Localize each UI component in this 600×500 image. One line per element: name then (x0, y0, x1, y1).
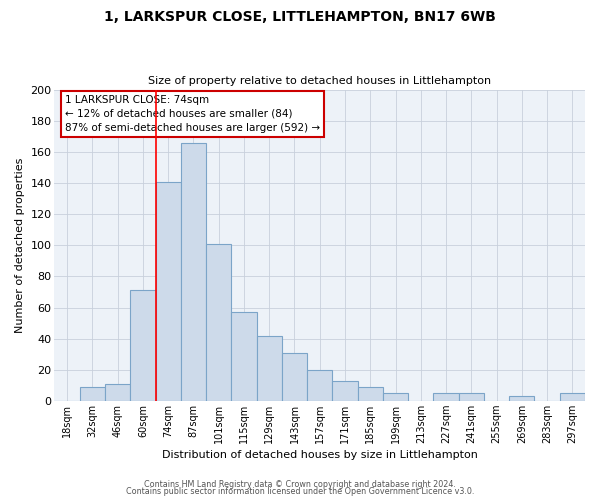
Bar (509, 396, 535, 401)
Bar (232, 312, 257, 401)
Bar (130, 290, 155, 401)
Bar (433, 393, 458, 401)
Bar (257, 336, 282, 401)
Bar (458, 393, 484, 401)
Bar (383, 393, 408, 401)
Text: Contains HM Land Registry data © Crown copyright and database right 2024.: Contains HM Land Registry data © Crown c… (144, 480, 456, 489)
X-axis label: Distribution of detached houses by size in Littlehampton: Distribution of detached houses by size … (162, 450, 478, 460)
Bar (206, 244, 232, 401)
Text: 1 LARKSPUR CLOSE: 74sqm
← 12% of detached houses are smaller (84)
87% of semi-de: 1 LARKSPUR CLOSE: 74sqm ← 12% of detache… (65, 94, 320, 132)
Bar (560, 393, 585, 401)
Bar (155, 182, 181, 401)
Y-axis label: Number of detached properties: Number of detached properties (15, 158, 25, 333)
Bar (282, 352, 307, 401)
Bar (307, 370, 332, 401)
Bar (80, 387, 105, 401)
Bar (105, 384, 130, 401)
Text: 1, LARKSPUR CLOSE, LITTLEHAMPTON, BN17 6WB: 1, LARKSPUR CLOSE, LITTLEHAMPTON, BN17 6… (104, 10, 496, 24)
Bar (332, 380, 358, 401)
Text: Contains public sector information licensed under the Open Government Licence v3: Contains public sector information licen… (126, 487, 474, 496)
Bar (358, 387, 383, 401)
Bar (181, 143, 206, 401)
Title: Size of property relative to detached houses in Littlehampton: Size of property relative to detached ho… (148, 76, 491, 86)
